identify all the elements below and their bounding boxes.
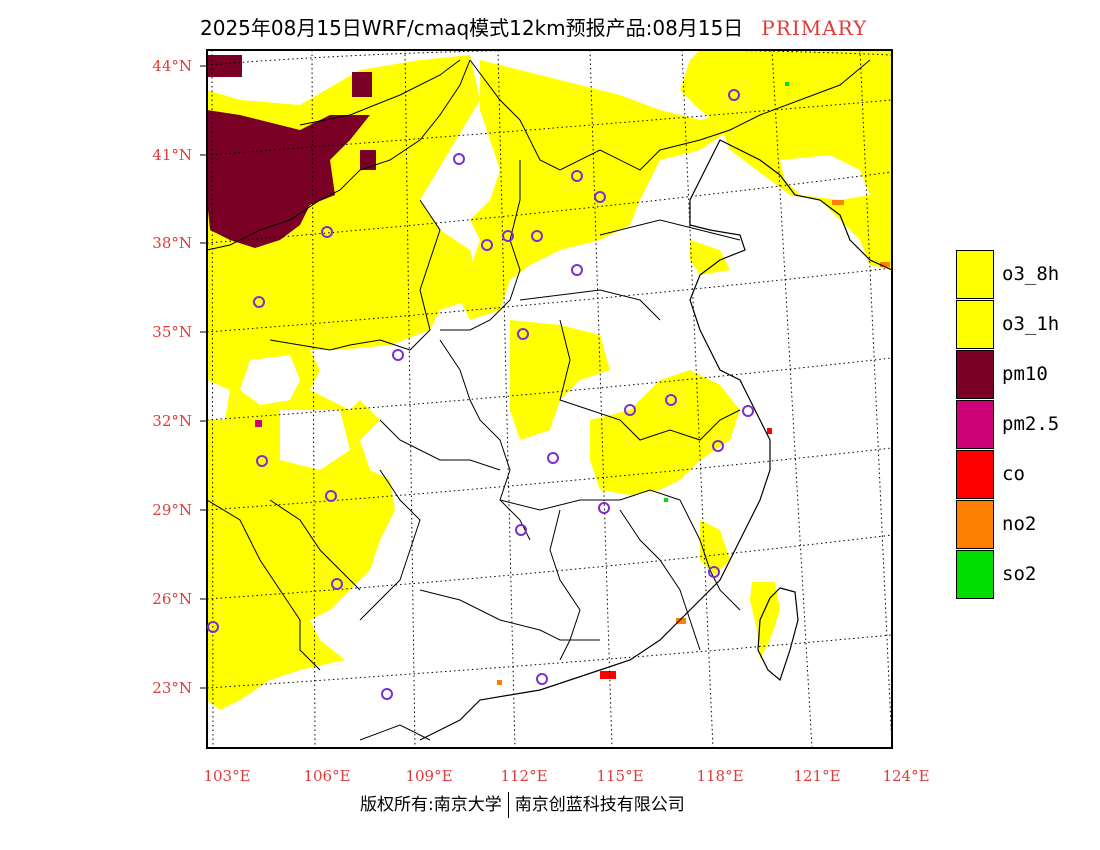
co-hotspot <box>600 671 616 679</box>
ozone-region-north <box>460 60 730 320</box>
map-frame <box>206 49 893 749</box>
legend-item: no2 <box>956 499 1076 549</box>
ozone-region-taiwan <box>750 582 780 660</box>
lon-label: 112°E <box>500 767 547 785</box>
station-marker <box>517 328 529 340</box>
legend-label: co <box>1002 463 1025 485</box>
lat-label: 23°N <box>152 679 192 697</box>
no2-hotspot <box>676 618 686 624</box>
taiwan-outline <box>757 587 799 682</box>
pm10-region-inner-mongolia <box>207 110 370 248</box>
station-marker <box>331 578 343 590</box>
latitude-labels: 44°N 41°N 38°N 35°N 32°N 29°N 26°N 23°N <box>152 57 207 697</box>
lon-label: 118°E <box>696 767 743 785</box>
station-marker <box>598 502 610 514</box>
station-marker <box>502 230 514 242</box>
lat-label: 35°N <box>152 323 192 341</box>
province-borders <box>207 59 871 671</box>
station-marker <box>728 89 740 101</box>
station-marker <box>515 524 527 536</box>
coastline <box>419 139 892 741</box>
station-marker <box>571 264 583 276</box>
lat-label: 38°N <box>152 234 192 252</box>
station-marker <box>325 490 337 502</box>
copyright-owner: 版权所有:南京大学 <box>360 795 502 815</box>
station-marker <box>253 296 265 308</box>
lat-label: 41°N <box>152 146 192 164</box>
map-title: 2025年08月15日WRF/cmaq模式12km预报产品:08月15日 PRIM… <box>200 12 867 41</box>
station-marker <box>742 405 754 417</box>
legend-label: no2 <box>1002 513 1037 535</box>
legend-item: o3_1h <box>956 299 1076 349</box>
station-marker <box>712 440 724 452</box>
legend-label: o3_8h <box>1002 263 1060 285</box>
copyright-footer: 版权所有:南京大学 南京创蓝科技有限公司 <box>360 790 685 818</box>
lon-label: 109°E <box>405 767 452 785</box>
legend-item: so2 <box>956 549 1076 599</box>
station-marker <box>624 404 636 416</box>
station-marker <box>256 455 268 467</box>
lat-label: 44°N <box>152 57 192 75</box>
station-markers <box>207 89 754 700</box>
lon-label: 121°E <box>793 767 840 785</box>
legend-item: pm2.5 <box>956 399 1076 449</box>
legend-item: o3_8h <box>956 249 1076 299</box>
lon-label: 124°E <box>882 767 929 785</box>
legend-swatch <box>956 299 994 349</box>
so2-hotspot <box>664 498 668 502</box>
primary-tag: PRIMARY <box>761 16 868 40</box>
station-marker <box>207 621 219 633</box>
legend-label: pm10 <box>1002 363 1048 385</box>
ozone-region-central <box>510 320 610 440</box>
lon-label: 103°E <box>203 767 250 785</box>
station-marker <box>381 688 393 700</box>
station-marker <box>481 239 493 251</box>
copyright-company: 南京创蓝科技有限公司 <box>514 795 685 815</box>
lat-label: 29°N <box>152 501 192 519</box>
legend-item: co <box>956 449 1076 499</box>
station-marker <box>531 230 543 242</box>
legend-swatch <box>956 549 994 599</box>
map-canvas <box>207 50 892 748</box>
ozone-region-east <box>590 370 740 495</box>
legend-swatch <box>956 449 994 499</box>
longitude-labels: 103°E 106°E 109°E 112°E 115°E 118°E 121°E 124°E <box>203 767 929 785</box>
legend-label: so2 <box>1002 563 1037 585</box>
legend-swatch <box>956 499 994 549</box>
legend-swatch <box>956 399 994 449</box>
station-marker <box>594 191 606 203</box>
station-marker <box>392 349 404 361</box>
lon-label: 115°E <box>596 767 643 785</box>
station-marker <box>321 226 333 238</box>
station-marker <box>571 170 583 182</box>
lat-label: 26°N <box>152 590 192 608</box>
title-text: 2025年08月15日WRF/cmaq模式12km预报产品:08月15日 <box>200 16 744 40</box>
station-marker <box>708 566 720 578</box>
station-marker <box>536 673 548 685</box>
station-marker <box>547 452 559 464</box>
legend-item: pm10 <box>956 349 1076 399</box>
legend-label: pm2.5 <box>1002 413 1060 435</box>
lat-label: 32°N <box>152 412 192 430</box>
legend-swatch <box>956 349 994 399</box>
legend: o3_8h o3_1h pm10 pm2.5 co no2 so2 <box>956 249 1076 599</box>
station-marker <box>453 153 465 165</box>
station-marker <box>665 394 677 406</box>
legend-label: o3_1h <box>1002 313 1060 335</box>
legend-swatch <box>956 249 994 299</box>
footer-separator <box>507 792 509 818</box>
lon-label: 106°E <box>303 767 350 785</box>
